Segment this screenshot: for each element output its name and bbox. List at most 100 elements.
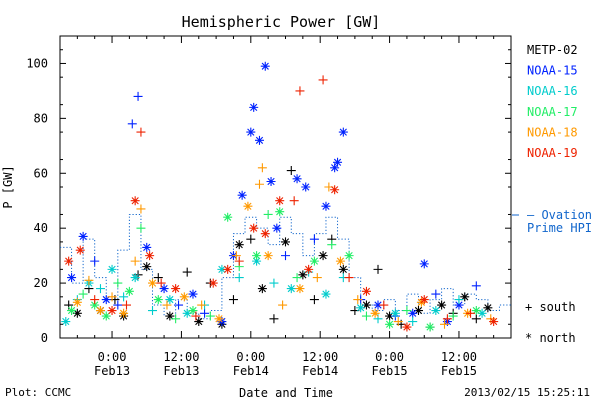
noaa-15-north-point <box>188 289 198 299</box>
metp-02-north-point <box>165 311 175 321</box>
noaa-18-south-point <box>107 292 117 302</box>
x-tick-time-label: 12:00 <box>163 350 199 364</box>
noaa-17-north-point <box>223 212 233 222</box>
noaa-18-north-point <box>95 306 105 316</box>
noaa-15-south-point <box>133 91 143 101</box>
series-legend: METP-02 NOAA-15 NOAA-16 NOAA-17 NOAA-18 NOAA-… <box>527 43 578 160</box>
noaa-19-south-point <box>289 196 299 206</box>
noaa-17-north-point <box>309 256 319 266</box>
metp-02-north-point <box>385 311 395 321</box>
noaa-17-south-point <box>113 278 123 288</box>
x-tick-time-label: 0:00 <box>236 350 265 364</box>
noaa-16-north-point <box>165 295 175 305</box>
noaa-19-south-point <box>466 308 476 318</box>
noaa-18-south-point <box>278 300 288 310</box>
legend-noaa-16: NOAA-16 <box>527 84 578 98</box>
noaa-19-south-point <box>121 300 131 310</box>
noaa-17-south-point <box>361 311 371 321</box>
metp-02-south-point <box>269 314 279 324</box>
x-tick-time-label: 0:00 <box>98 350 127 364</box>
footer-plot-credit: Plot: CCMC <box>5 386 71 399</box>
noaa-18-north-point <box>243 201 253 211</box>
footer-timestamp: 2013/02/15 15:25:11 <box>464 386 590 399</box>
noaa-19-south-point <box>379 300 389 310</box>
metp-02-north-point <box>194 317 204 327</box>
noaa-17-north-point <box>101 311 111 321</box>
legend-noaa-17: NOAA-17 <box>527 105 578 119</box>
noaa-19-north-point <box>330 185 340 195</box>
noaa-19-south-point <box>90 295 100 305</box>
metp-02-north-point <box>72 308 82 318</box>
noaa-19-south-point <box>136 127 146 137</box>
y-tick-label: 80 <box>34 111 48 125</box>
hpi-line-layer <box>60 213 511 320</box>
y-axis: 0 20 40 60 80 100 <box>26 49 511 345</box>
noaa-17-south-point <box>292 273 302 283</box>
metp-02-north-point <box>298 270 308 280</box>
noaa-15-south-point <box>281 251 290 261</box>
noaa-17-north-point <box>275 207 285 217</box>
noaa-17-south-point <box>402 306 412 316</box>
noaa-16-north-point <box>217 264 227 274</box>
y-tick-label: 100 <box>26 56 48 70</box>
noaa-17-south-point <box>171 314 181 324</box>
marker-legend-south: + south <box>525 300 576 314</box>
metp-02-north-point <box>361 300 371 310</box>
noaa-16-south-point <box>408 317 418 327</box>
metp-02-north-point <box>437 300 447 310</box>
x-axis-label: Date and Time <box>239 386 333 400</box>
metp-02-south-point <box>246 234 256 244</box>
noaa-17-north-point <box>90 300 100 310</box>
metp-02-south-point <box>182 267 192 277</box>
noaa-18-south-point <box>254 179 264 189</box>
metp-02-south-point <box>228 295 238 305</box>
metp-02-north-point <box>318 251 328 261</box>
noaa-17-south-point <box>327 240 337 250</box>
noaa-17-north-point <box>124 286 134 296</box>
noaa-17-north-point <box>425 322 435 332</box>
noaa-19-north-point <box>489 317 499 327</box>
noaa-17-north-point <box>385 319 395 329</box>
noaa-18-south-point <box>162 300 172 310</box>
noaa-19-south-point <box>156 278 166 288</box>
metp-02-north-point <box>460 292 470 302</box>
hpi-legend-line1: — Ovation <box>527 208 592 222</box>
noaa-15-south-point <box>309 234 319 244</box>
noaa-18-south-point <box>231 251 241 261</box>
metp-02-south-point <box>373 264 383 274</box>
noaa-19-north-point <box>260 229 270 239</box>
noaa-17-north-point <box>153 295 163 305</box>
noaa-18-south-point <box>440 319 450 329</box>
data-points-layer <box>61 61 499 332</box>
noaa-16-north-point <box>182 308 192 318</box>
noaa-16-north-point <box>61 317 71 327</box>
noaa-16-north-point <box>431 306 441 316</box>
noaa-16-south-point <box>269 278 279 288</box>
noaa-16-north-point <box>252 256 262 266</box>
noaa-17-north-point <box>344 251 354 261</box>
noaa-16-south-point <box>234 273 244 283</box>
noaa-16-north-point <box>321 289 331 299</box>
noaa-19-north-point <box>402 322 412 332</box>
x-axis: 0:00Feb1312:00Feb130:00Feb1412:00Feb140:… <box>59 36 512 378</box>
metp-02-north-point <box>234 240 244 250</box>
noaa-18-south-point <box>353 295 363 305</box>
noaa-19-north-point <box>208 278 218 288</box>
noaa-15-south-point <box>431 289 441 299</box>
noaa-18-north-point <box>214 314 224 324</box>
y-tick-label: 60 <box>34 166 48 180</box>
marker-legend: + south * north <box>525 300 576 345</box>
noaa-18-north-point <box>148 278 158 288</box>
noaa-19-north-point <box>275 196 285 206</box>
noaa-19-south-point <box>295 86 305 96</box>
noaa-16-north-point <box>286 284 296 294</box>
hpi-step-line <box>60 213 511 320</box>
chart-title: Hemispheric Power [GW] <box>182 13 381 31</box>
noaa-19-north-point <box>107 306 117 316</box>
noaa-15-north-point <box>454 300 464 310</box>
x-tick-date-label: Feb13 <box>163 364 199 378</box>
noaa-18-south-point <box>393 317 403 327</box>
noaa-15-north-point <box>159 284 169 294</box>
metp-02-north-point <box>257 284 267 294</box>
